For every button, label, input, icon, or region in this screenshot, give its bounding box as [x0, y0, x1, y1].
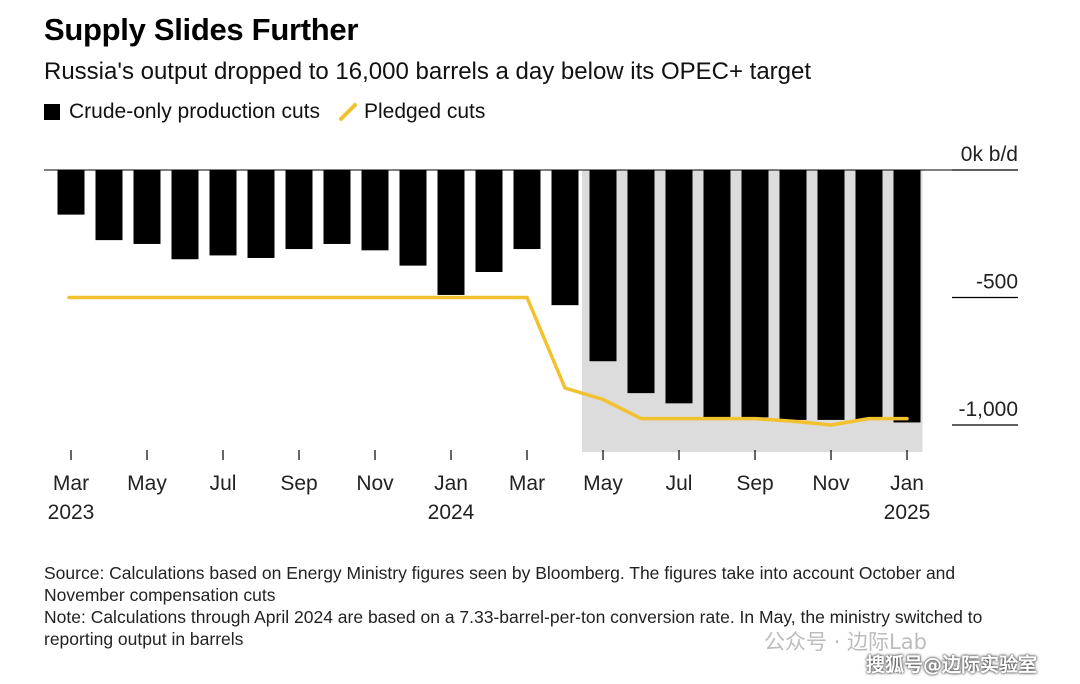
chart-notes: Source: Calculations based on Energy Min… [44, 562, 1034, 650]
wechat-watermark: 公众号 · 边际Lab [764, 630, 927, 654]
bar-apr-2024 [551, 170, 579, 306]
bar-may-2024 [589, 170, 617, 362]
y-tick-label: -500 [976, 271, 1018, 294]
x-year-label: 2025 [884, 501, 931, 524]
x-tick-label: Jul [666, 472, 693, 495]
bar-aug-2024 [703, 170, 731, 418]
bar-jan-2025 [893, 170, 921, 423]
x-year-label: 2023 [48, 501, 95, 524]
bar-oct-2024 [779, 170, 807, 420]
x-tick-label: May [127, 472, 167, 495]
legend-item-pledged-cuts: Pledged cuts [338, 100, 485, 124]
bar-apr-2023 [95, 170, 123, 241]
x-tick-label: Jul [210, 472, 237, 495]
y-tick-label: -1,000 [958, 398, 1018, 421]
legend: Crude-only production cuts Pledged cuts [44, 100, 503, 124]
bar-dec-2023 [399, 170, 427, 266]
bar-nov-2023 [361, 170, 389, 251]
bar-jul-2024 [665, 170, 693, 404]
legend-label-production-cuts: Crude-only production cuts [69, 100, 320, 123]
bar-sep-2024 [741, 170, 769, 418]
x-tick-label: Sep [736, 472, 773, 495]
source-note: Source: Calculations based on Energy Min… [44, 563, 956, 605]
bar-sep-2023 [285, 170, 313, 250]
bar-dec-2024 [855, 170, 883, 420]
x-tick-label: Sep [280, 472, 317, 495]
x-tick-label: Mar [509, 472, 545, 495]
legend-item-production-cuts: Crude-only production cuts [44, 100, 320, 124]
x-tick-label: Jan [434, 472, 468, 495]
methodology-note: Note: Calculations through April 2024 ar… [44, 607, 983, 649]
bar-aug-2023 [247, 170, 275, 258]
x-tick-label: Nov [356, 472, 394, 495]
x-tick-label: May [583, 472, 623, 495]
bar-jun-2024 [627, 170, 655, 394]
bar-may-2023 [133, 170, 161, 244]
chart-svg: 0k b/d -500 -1,000 Mar 2023 May Jul Sep Nov Jan 20… [44, 143, 1018, 524]
bar-mar-2023 [57, 170, 85, 215]
legend-label-pledged-cuts: Pledged cuts [363, 100, 486, 123]
chart-subtitle: Russia's output dropped to 16,000 barrel… [44, 58, 812, 85]
pledged-cuts-line [67, 295, 909, 427]
bar-nov-2024 [817, 170, 845, 420]
legend-line-swatch [338, 103, 357, 121]
y-tick-label: 0k b/d [961, 143, 1018, 166]
bar-oct-2023 [323, 170, 351, 244]
bar-jul-2023 [209, 170, 237, 256]
x-tick-label: Mar [53, 472, 89, 495]
bar-mar-2024 [513, 170, 541, 250]
chart-title: Supply Slides Further [44, 12, 359, 47]
x-year-label: 2024 [428, 501, 475, 524]
bar-feb-2024 [475, 170, 503, 272]
bar-jun-2023 [171, 170, 199, 260]
legend-square-swatch [44, 104, 60, 120]
x-tick-label: Nov [812, 472, 850, 495]
bar-jan-2024 [437, 170, 465, 295]
x-tick-label: Jan [890, 472, 924, 495]
sohu-watermark: 搜狐号@边际实验室 [866, 654, 1038, 676]
